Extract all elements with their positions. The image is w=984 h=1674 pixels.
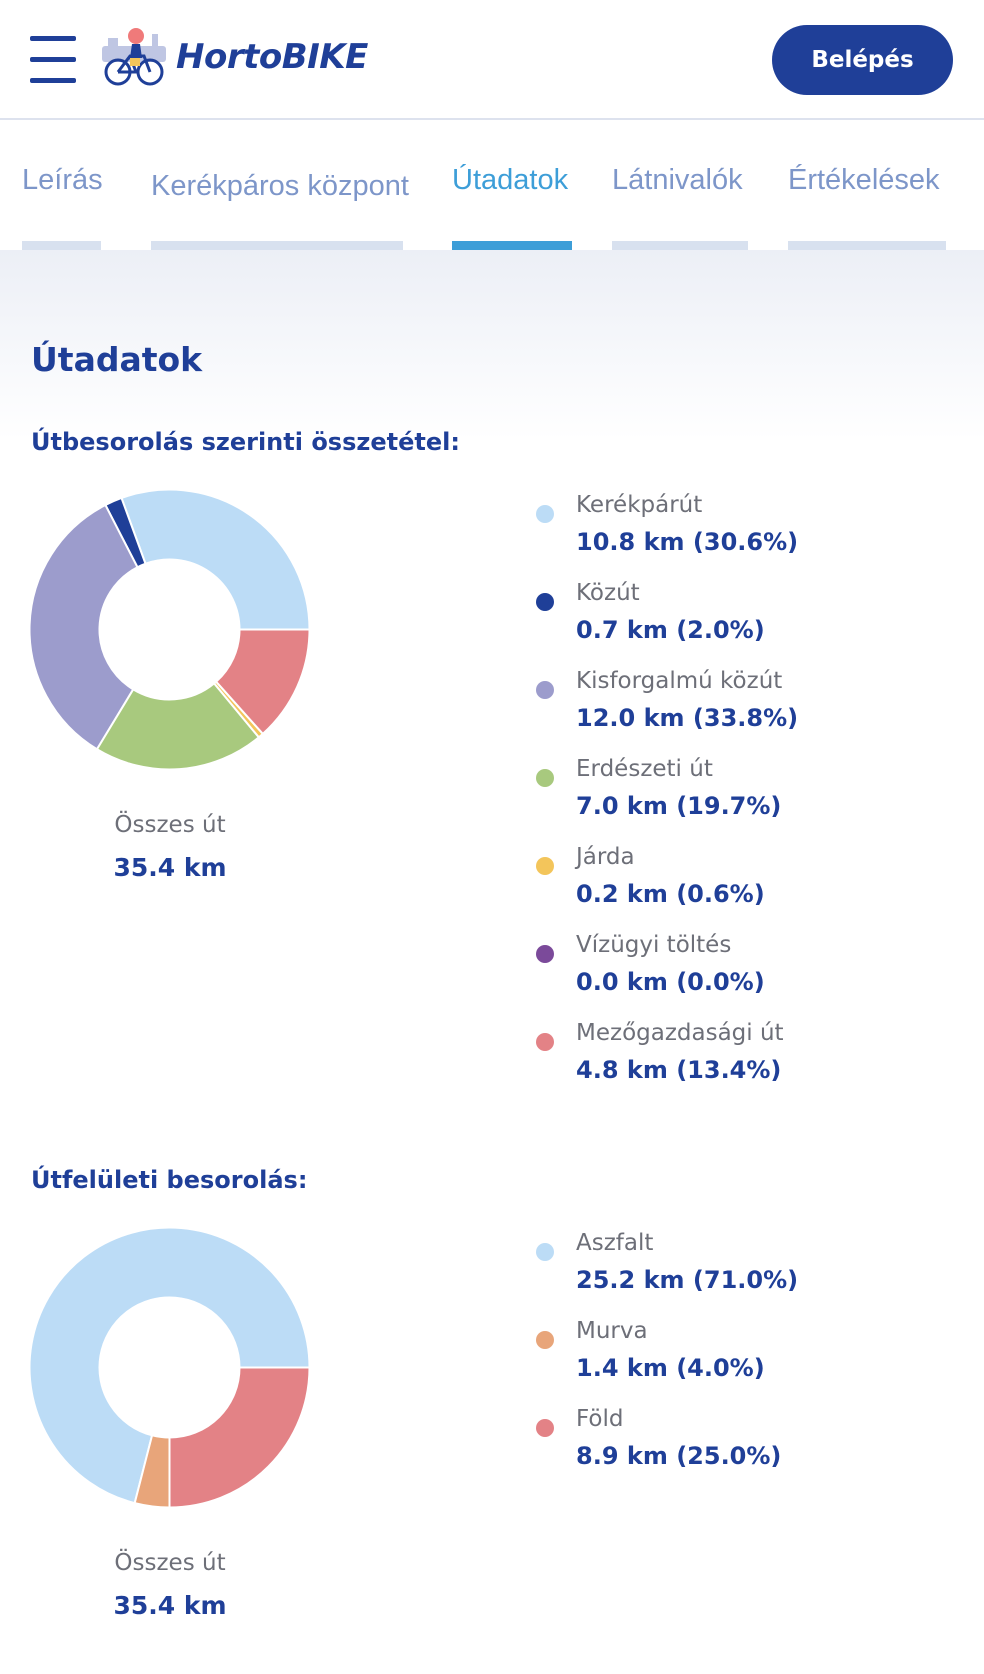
tab-indicator [788, 241, 946, 250]
legend-name: Erdészeti út [576, 756, 713, 782]
donut-slice-kisforgalmu-kozut [29, 503, 139, 751]
legend-value: 12.0 km (33.8%) [576, 704, 799, 732]
tab-sights[interactable]: Látnivalók [612, 120, 748, 250]
legend-value: 8.9 km (25.0%) [576, 1442, 782, 1470]
legend-name: Kerékpárút [576, 492, 703, 518]
legend-swatch [536, 593, 554, 611]
legend-name: Aszfalt [576, 1230, 654, 1256]
legend-name: Járda [576, 844, 635, 870]
surface-class-donut [29, 1227, 310, 1508]
tab-bike-center[interactable]: Kerékpáros központ [151, 120, 409, 250]
legend-name: Közút [576, 580, 640, 606]
tab-label: Útadatok [452, 164, 569, 196]
total-value: 35.4 km [113, 853, 227, 882]
donut-slice-aszfalt [29, 1227, 310, 1505]
legend-swatch [536, 945, 554, 963]
tab-indicator [612, 241, 748, 250]
legend-swatch [536, 1419, 554, 1437]
tab-indicator [151, 241, 403, 250]
tab-route-data[interactable]: Útadatok [452, 120, 572, 250]
tab-label: Kerékpáros központ [151, 170, 409, 202]
tab-bar: Leírás Kerékpáros központ Útadatok Látni… [0, 120, 984, 250]
donut-slice-kerekparut [120, 489, 310, 631]
tab-label: Leírás [22, 164, 103, 196]
legend-name: Vízügyi töltés [576, 932, 732, 958]
legend-value: 0.7 km (2.0%) [576, 616, 765, 644]
surface-class-title: Útfelületi besorolás: [31, 1166, 308, 1194]
legend-value: 10.8 km (30.6%) [576, 528, 799, 556]
total-label: Összes út [114, 1550, 226, 1576]
total-value: 35.4 km [113, 1591, 227, 1620]
road-class-donut [29, 489, 310, 770]
cyclist-logo-icon [102, 28, 166, 86]
legend-swatch [536, 1033, 554, 1051]
menu-icon[interactable] [30, 36, 76, 86]
legend-value: 7.0 km (19.7%) [576, 792, 782, 820]
tab-shadow [0, 250, 984, 440]
legend-value: 0.2 km (0.6%) [576, 880, 765, 908]
page-title: Útadatok [31, 340, 203, 379]
tab-indicator-active [452, 241, 572, 250]
legend-swatch [536, 681, 554, 699]
tab-indicator [22, 241, 101, 250]
legend-value: 1.4 km (4.0%) [576, 1354, 765, 1382]
total-label: Összes út [114, 812, 226, 838]
donut-slice-erdeszeti-ut [95, 681, 261, 770]
legend-swatch [536, 769, 554, 787]
legend-swatch [536, 1331, 554, 1349]
donut-slice-mezogazdasagi-ut [214, 628, 310, 736]
logo-text: HortoBIKE [176, 37, 368, 77]
legend-name: Mezőgazdasági út [576, 1020, 784, 1046]
donut-slice-fold [168, 1366, 310, 1508]
legend-name: Kisforgalmú közút [576, 668, 783, 694]
legend-name: Murva [576, 1318, 648, 1344]
tab-label: Látnivalók [612, 164, 743, 196]
login-button[interactable]: Belépés [772, 25, 953, 95]
legend-swatch [536, 505, 554, 523]
legend-value: 4.8 km (13.4%) [576, 1056, 782, 1084]
app-header: HortoBIKE Belépés [0, 0, 984, 120]
tab-label: Értékelések [788, 164, 940, 196]
logo[interactable]: HortoBIKE [100, 22, 368, 92]
road-class-title: Útbesorolás szerinti összetétel: [31, 428, 460, 456]
legend-swatch [536, 1243, 554, 1261]
tab-description[interactable]: Leírás [22, 120, 103, 250]
tab-reviews[interactable]: Értékelések [788, 120, 946, 250]
legend-swatch [536, 857, 554, 875]
legend-value: 25.2 km (71.0%) [576, 1266, 799, 1294]
legend-name: Föld [576, 1406, 624, 1432]
legend-value: 0.0 km (0.0%) [576, 968, 765, 996]
